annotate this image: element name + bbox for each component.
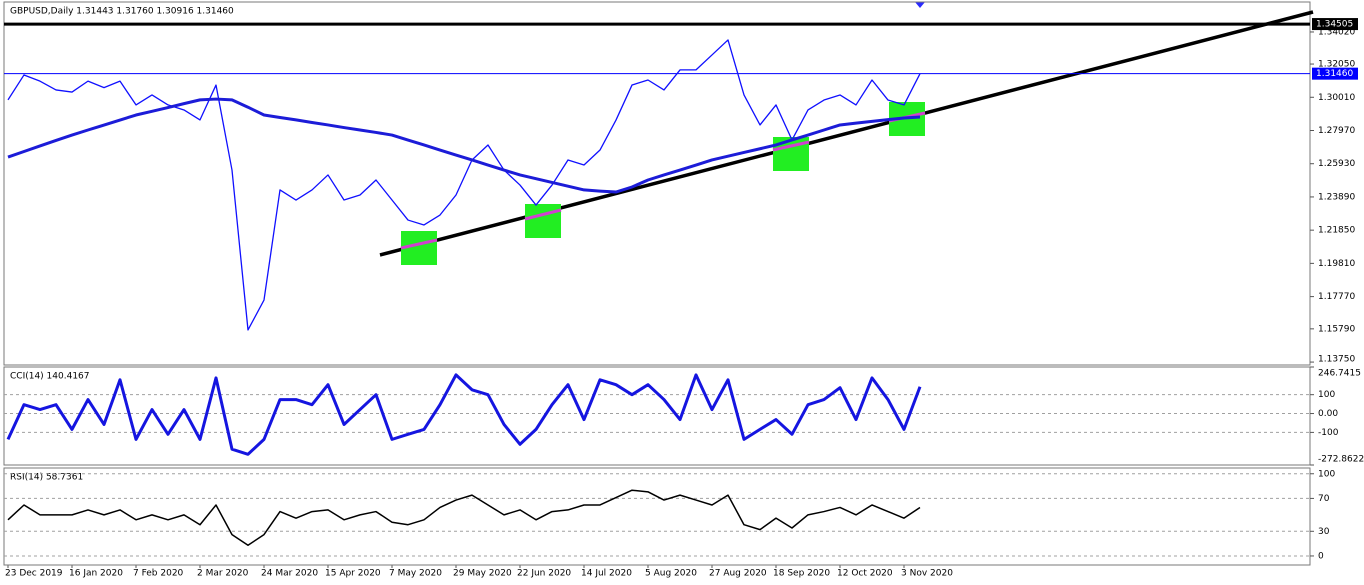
y-tick-label: 1.21850 [1318,226,1355,236]
highlight-box [525,204,561,238]
x-tick-label: 7 Feb 2020 [133,569,184,579]
x-tick-label: 7 May 2020 [389,569,442,579]
panel [3,1,1311,366]
y-tick-label: 1.19810 [1318,259,1355,269]
series-line [6,373,922,456]
x-tick-label: 16 Jan 2020 [69,569,123,579]
series-line [7,489,921,547]
x-tick-label: 23 Dec 2019 [5,569,63,579]
x-tick-label: 2 Mar 2020 [197,569,249,579]
x-tick-label: 3 Nov 2020 [901,569,953,579]
y-tick-label: 1.27970 [1318,126,1355,136]
touch-segment [772,140,810,152]
x-tick-label: 29 May 2020 [453,569,512,579]
y-tick-label: 1.25930 [1318,159,1355,169]
y-tick-label: 0.00 [1318,409,1338,419]
price-level-tag [1312,18,1358,31]
panel-title: RSI(14) 58.7361 [10,473,83,483]
panel-title: GBPUSD,Daily 1.31443 1.31760 1.30916 1.3… [10,7,234,17]
x-tick-label: 24 Mar 2020 [261,569,318,579]
y-tick-label: 1.15790 [1318,324,1355,334]
y-tick-label: 30 [1318,527,1330,537]
x-tick-label: 5 Aug 2020 [645,569,697,579]
x-tick-label: 12 Oct 2020 [837,569,893,579]
shift-marker [915,2,925,8]
price-level-label: 1.34505 [1316,20,1353,30]
y-tick-label: 1.17770 [1318,292,1355,302]
touch-segment [400,238,438,250]
y-tick-label: 1.23890 [1318,192,1355,202]
y-tick-label: 0 [1318,551,1324,561]
series-line [7,97,921,194]
x-tick-label: 27 Aug 2020 [709,569,767,579]
y-tick-label: 100 [1318,390,1335,400]
price-level-tag [1312,67,1358,80]
panel-title: CCI(14) 140.4167 [10,372,90,382]
series-line [7,39,921,331]
y-tick-label: -100 [1318,428,1339,438]
x-tick-label: 22 Jun 2020 [517,569,571,579]
y-tick-label: 70 [1318,494,1330,504]
y-tick-label: -272.8622 [1318,455,1364,465]
y-tick-label: 1.30010 [1318,93,1355,103]
panel [3,467,1311,566]
x-tick-label: 18 Sep 2020 [773,569,830,579]
touch-segment [524,208,562,221]
x-tick-label: 15 Apr 2020 [325,569,381,579]
price-level-label: 1.31460 [1316,69,1353,79]
y-tick-label: 1.32050 [1318,60,1355,70]
x-tick-label: 14 Jul 2020 [581,569,632,579]
y-tick-label: 246.7415 [1318,369,1361,379]
y-tick-label: 100 [1318,470,1335,480]
panel [3,366,1311,466]
y-tick-label: 1.34020 [1318,27,1355,37]
y-tick-label: 1.13750 [1318,355,1355,365]
